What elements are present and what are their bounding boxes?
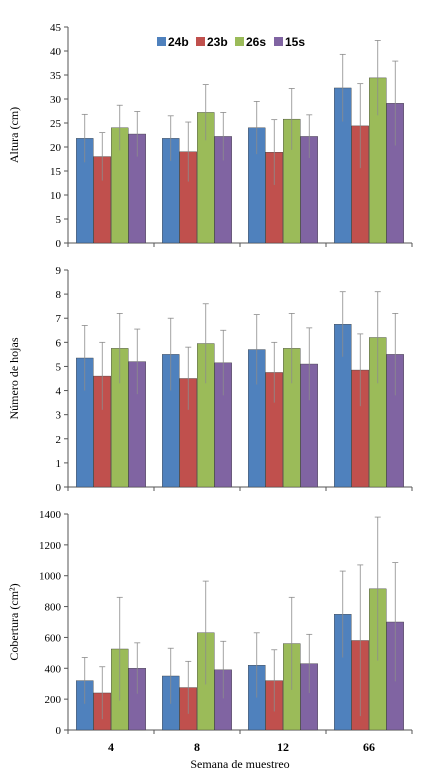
legend-swatch-15s [274, 37, 283, 46]
y-tick-label: 0 [56, 238, 62, 250]
y-tick-label: 30 [50, 94, 62, 106]
y-tick-label: 1400 [39, 509, 62, 521]
panel-1: 0 5 10 15 20 25 30 35 40 45 Altura (cm) 24b 23b 26s 15… [7, 22, 413, 250]
y-tick-label: 20 [50, 142, 62, 154]
y-tick-label: 1000 [39, 571, 62, 583]
y-tick-label: 5 [56, 214, 62, 226]
panel-3: 0 200 400 600 800 1000 1200 1400 Cobertura (cm²)… [7, 509, 413, 771]
y-tick-label: 45 [50, 22, 62, 34]
legend-label-24b: 24b [168, 35, 189, 49]
legend-label-26s: 26s [246, 35, 266, 49]
y-axis-label: Número de hojas [7, 337, 21, 419]
x-tick-label: 12 [277, 740, 289, 754]
y-tick-label: 0 [56, 482, 62, 494]
y-tick-label: 0 [56, 725, 62, 737]
legend-label-23b: 23b [207, 35, 228, 49]
y-tick-label: 7 [56, 313, 62, 325]
y-tick-label: 6 [56, 337, 62, 349]
y-tick-label: 4 [56, 386, 62, 398]
legend-swatch-23b [196, 37, 205, 46]
x-tick-label: 4 [108, 740, 114, 754]
y-tick-label: 9 [56, 265, 62, 277]
y-tick-label: 800 [45, 602, 62, 614]
y-tick-label: 40 [50, 46, 62, 58]
y-tick-label: 600 [45, 632, 62, 644]
y-tick-label: 1200 [39, 540, 62, 552]
legend-label-15s: 15s [285, 35, 305, 49]
y-tick-label: 1 [56, 458, 62, 470]
y-tick-label: 25 [50, 118, 62, 130]
x-axis-label: Semana de muestreo [190, 757, 289, 771]
y-tick-label: 200 [45, 694, 62, 706]
y-tick-label: 8 [56, 289, 62, 301]
legend: 24b 23b 26s 15s [157, 35, 305, 49]
y-tick-label: 5 [56, 361, 62, 373]
y-tick-label: 15 [50, 166, 62, 178]
legend-swatch-24b [157, 37, 166, 46]
y-axis-label: Altura (cm) [7, 107, 21, 163]
y-tick-label: 35 [50, 70, 62, 82]
y-axis-label: Cobertura (cm²) [7, 583, 21, 660]
panel-2: 0 1 2 3 4 5 6 7 8 9 Número de hojas [7, 265, 413, 494]
x-tick-label: 66 [363, 740, 375, 754]
y-tick-label: 3 [56, 410, 62, 422]
legend-swatch-26s [235, 37, 244, 46]
y-tick-label: 10 [50, 190, 62, 202]
y-tick-label: 400 [45, 663, 62, 675]
y-tick-label: 2 [56, 434, 62, 446]
x-tick-label: 8 [194, 740, 200, 754]
